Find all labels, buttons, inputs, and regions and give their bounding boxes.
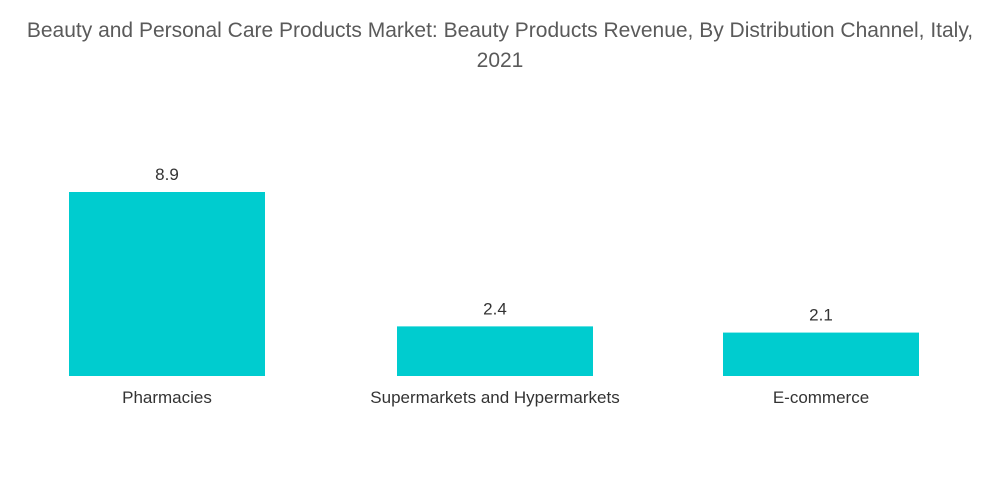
data-label: 8.9 <box>155 165 179 184</box>
bar-supermarkets-and-hypermarkets <box>397 326 593 376</box>
category-label: Supermarkets and Hypermarkets <box>370 388 619 407</box>
data-label: 2.4 <box>483 299 507 318</box>
data-label: 2.1 <box>809 306 833 325</box>
bar-e-commerce <box>723 332 919 376</box>
chart-title: Beauty and Personal Care Products Market… <box>26 19 974 72</box>
category-label: E-commerce <box>773 388 869 407</box>
bar-pharmacies <box>69 192 265 376</box>
category-label: Pharmacies <box>122 388 212 407</box>
